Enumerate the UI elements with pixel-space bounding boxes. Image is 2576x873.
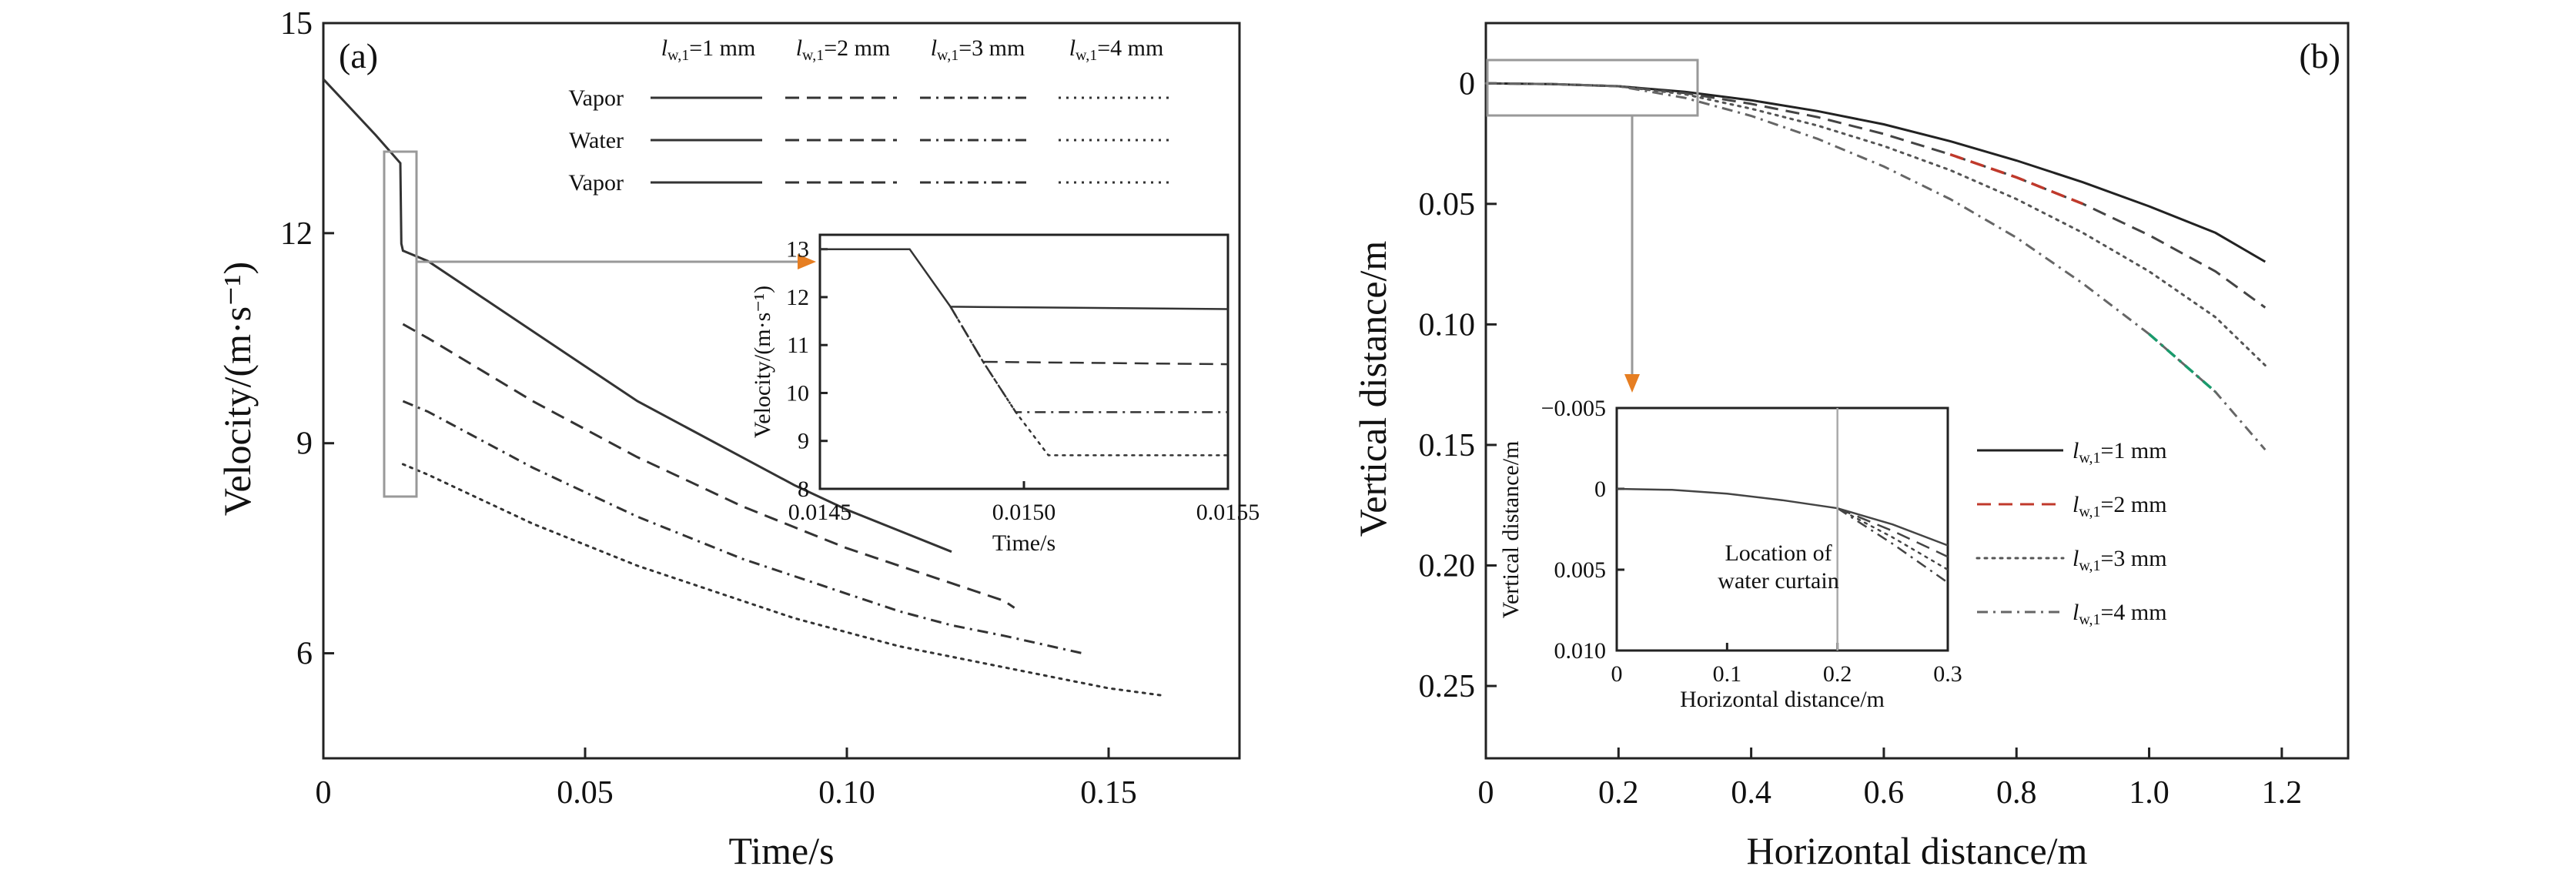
panel-a-inset-xtick-label-2: 0.0155: [1196, 500, 1260, 525]
panel-a-inset-xtick-label-1: 0.0150: [992, 500, 1056, 525]
panel-a-ytick-label-1: 9: [296, 426, 313, 462]
panel-a-inset-ylabel: Velocity/(m·s⁻¹): [750, 286, 775, 438]
panel-b-legend-entry-2: lw,1=2 mm: [2073, 492, 2167, 520]
panel-b-xtick-label-4: 0.8: [1996, 775, 2037, 811]
panel-b-inset-series-1-line: [1616, 487, 1949, 547]
panel-b-ytick-label-3: 0.15: [1419, 428, 1476, 463]
panel-a-series: [322, 78, 1163, 697]
panel-a-xtick-label-2: 0.10: [818, 775, 875, 811]
panel-a-inset: 0.0145 0.0150 0.0155 8 9 10 11 12 13 Time/s Velo…: [750, 233, 1260, 556]
panel-b-inset-ytick-label-3: 0.010: [1554, 638, 1607, 664]
panel-a-ytick-label-3: 15: [280, 6, 313, 42]
panel-b-series-2-line: [1485, 82, 2267, 309]
panel-b-xtick-label-5: 1.0: [2129, 775, 2170, 811]
panel-b-inset-series-3-line: [1836, 507, 1949, 571]
panel-a-legend-header-1: lw,1=1 mm: [661, 35, 756, 64]
panel-b-inset-annotation-line2: water curtain: [1718, 568, 1838, 594]
panel-b-series: [1484, 82, 2267, 451]
panel-b-inset-annotation-line1: Location of: [1725, 540, 1832, 566]
panel-a-xtick-label-1: 0.05: [557, 775, 614, 811]
panel-b-series-3-line: [1484, 82, 2267, 367]
panel-b-inset-ytick-label-1: 0: [1594, 477, 1606, 502]
panel-b-inset-ylabel: Vertical distance/m: [1498, 441, 1524, 619]
panel-a-inset-xlabel: Time/s: [992, 530, 1055, 556]
panel-a-series-2-line: [402, 323, 1015, 609]
panel-a-plot-frame: [322, 22, 1241, 760]
panel-a-inset-ytick-label-4: 12: [786, 285, 809, 310]
panel-b-inset-ytick-label-0: −0.005: [1541, 396, 1606, 421]
panel-a-legend-header-3: lw,1=3 mm: [931, 35, 1025, 64]
panel-b-xtick-label-2: 0.4: [1731, 775, 1771, 811]
panel-a-inset-frame: [818, 233, 1229, 490]
panel-b-xtick-label-1: 0.2: [1598, 775, 1639, 811]
panel-b-inset-series: [1616, 408, 1949, 651]
panel-a-inset-series: [820, 248, 1229, 457]
panel-a-ticks: 0 0.05 0.10 0.15 6 9 12 15: [280, 6, 1137, 811]
panel-b-series-1-line: [1485, 82, 2267, 263]
panel-b-xlabel: Horizontal distance/m: [1747, 829, 2088, 872]
panel-b-inset-ytick-label-2: 0.005: [1554, 557, 1607, 583]
panel-b-ticks: 0 0.2 0.4 0.6 0.8 1.0 1.200.050.100.150.200.25: [1419, 66, 2303, 811]
panel-a-legend-header-2: lw,1=2 mm: [796, 35, 891, 64]
panel-a-legend-row-label-3: Vapor: [568, 170, 624, 196]
panel-a-xlabel: Time/s: [728, 829, 834, 872]
panel-b-inset-frame: [1615, 406, 1949, 652]
panel-a-inset-ytick-label-1: 9: [798, 429, 809, 454]
panel-b-label: (b): [2299, 36, 2340, 75]
panel-a-zoom-arrowhead: [798, 254, 816, 269]
panel-a-xtick-label-0: 0: [316, 775, 332, 811]
panel-a-legend-row-label-1: Vapor: [568, 85, 624, 111]
panel-a-inset-series-4-line: [949, 306, 1229, 457]
panel-b-inset-xtick-label-2: 0.2: [1823, 661, 1852, 687]
panel-b-ytick-label-1: 0.05: [1419, 187, 1476, 222]
panel-a-ytick-label-2: 12: [280, 216, 313, 252]
panel-a-xtick-label-3: 0.15: [1080, 775, 1137, 811]
panel-b-ytick-label-2: 0.10: [1419, 307, 1476, 343]
panel-b-legend-entry-3: lw,1=3 mm: [2073, 546, 2167, 574]
panel-a-series-4-line: [401, 463, 1163, 697]
panel-b-legend-entry-1: lw,1=1 mm: [2073, 438, 2167, 467]
panel-a-inset-series-1-line: [820, 248, 1229, 310]
panel-b-ylabel: Vertical distance/m: [1351, 241, 1394, 537]
panel-b-inset-xtick-label-1: 0.1: [1713, 661, 1742, 687]
panel-b-plot-frame: [1484, 22, 2350, 760]
panel-b-inset-xtick-label-3: 0.3: [1933, 661, 1962, 687]
panel-b-legend-entry-4: lw,1=4 mm: [2073, 600, 2167, 628]
panel-b-inset-xlabel: Horizontal distance/m: [1680, 687, 1885, 712]
panel-a-zoom-box: [383, 150, 418, 498]
panel-b-inset-series-4-line: [1837, 507, 1949, 584]
panel-b-xtick-label-0: 0: [1478, 775, 1494, 811]
panel-a-legend-header-4: lw,1=4 mm: [1069, 35, 1164, 64]
panel-b-inset-xtick-label-0: 0: [1611, 661, 1623, 687]
panel-b-xtick-label-6: 1.2: [2262, 775, 2303, 811]
panel-a-series-3-line: [402, 400, 1083, 655]
panel-b-xtick-label-3: 0.6: [1864, 775, 1905, 811]
panel-b-series-2-accent: [1949, 152, 2084, 206]
panel-a-series-1-line: [322, 78, 952, 554]
panel-b: (b) 0 0.2 0.4 0.6 0.8 1.0 1.200.050.100.150.20…: [1351, 22, 2350, 872]
panel-b-ytick-label-0: 0: [1459, 66, 1475, 102]
panel-a-ylabel: Velocity/(m·s⁻¹): [216, 262, 259, 516]
panel-a-inset-ytick-label-0: 8: [798, 477, 809, 502]
panel-b-ytick-label-4: 0.20: [1419, 549, 1476, 584]
panel-b-series-4-line: [1485, 82, 2267, 451]
panel-a-label: (a): [339, 36, 378, 75]
panel-a-ytick-label-0: 6: [296, 637, 313, 672]
panel-a-inset-xtick-label-0: 0.0145: [788, 500, 852, 525]
panel-a: (a) 0 0.05 0.10 0.15 6 9 12 15 lw,1=1 mm lw,1=2 …: [216, 6, 1260, 872]
panel-b-series-4-accent: [2148, 333, 2216, 393]
panel-a-inset-series-2-line: [949, 306, 1229, 366]
panel-b-zoom-arrowhead: [1624, 374, 1640, 393]
panel-b-zoom-box: [1486, 59, 1699, 117]
panel-a-inset-ytick-label-5: 13: [786, 237, 809, 263]
panel-a-legend-row-label-2: Water: [569, 128, 624, 153]
panel-a-legend: lw,1=1 mm lw,1=2 mm lw,1=3 mm lw,1=4 mm Vapo…: [568, 35, 1170, 196]
panel-a-inset-ticks: 0.0145 0.0150 0.0155 8 9 10 11 12 13: [786, 237, 1260, 525]
panel-b-ytick-label-5: 0.25: [1419, 669, 1476, 704]
panel-a-inset-ytick-label-2: 10: [786, 380, 809, 406]
panel-a-inset-ytick-label-3: 11: [787, 333, 809, 358]
panel-b-legend: lw,1=1 mm lw,1=2 mm lw,1=3 mm lw,1=4 mm: [1975, 438, 2167, 628]
